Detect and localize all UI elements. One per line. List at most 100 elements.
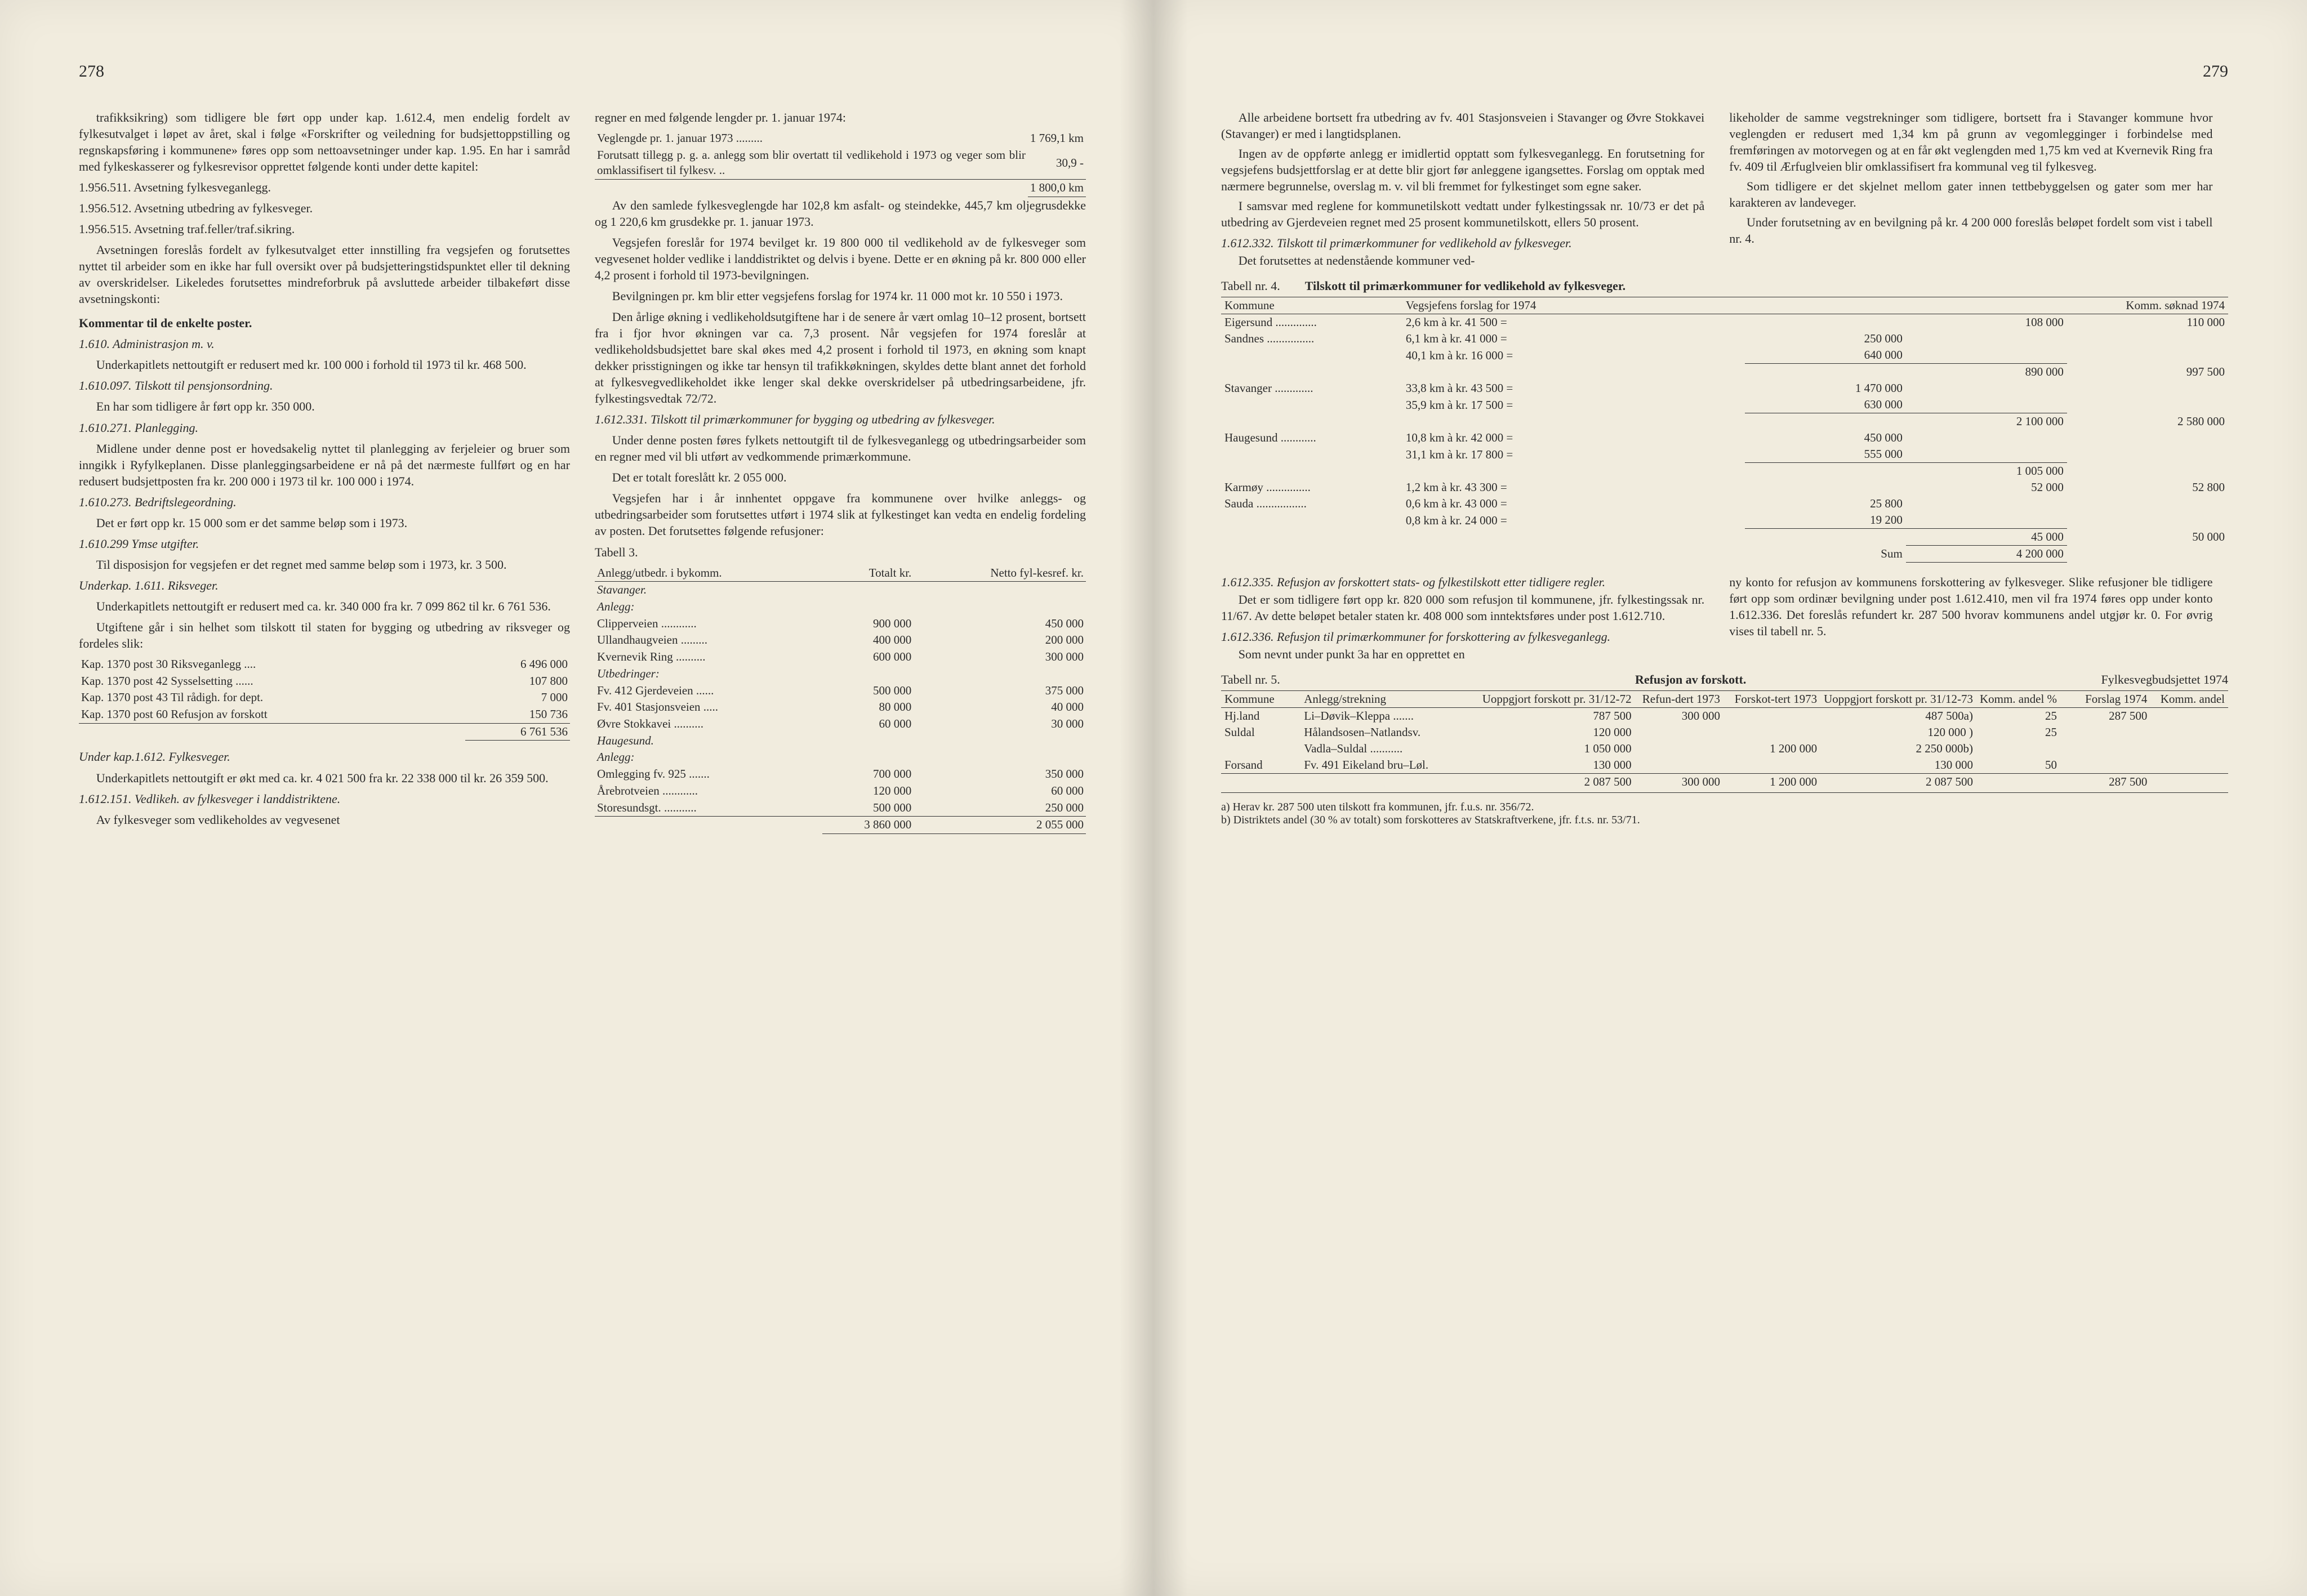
subheading: 1.612.336. Refusjon til primærkommuner f… [1221,628,1704,645]
table-sum: 1 800,0 km [595,180,1086,197]
right-mid-columns: 1.612.335. Refusjon av forskottert stats… [1221,574,2228,662]
section-heading: Kommentar til de enkelte poster. [79,315,570,331]
table-row: 1 005 000 [1221,463,2228,480]
para: Underkapitlets nettoutgift er redusert m… [79,356,570,373]
table-row: Fv. 412 Gjerdeveien ......500 000375 000 [595,683,1086,699]
table-row: Forutsatt tillegg p. g. a. anlegg som bl… [595,147,1086,180]
list-item: 1.956.511. Avsetning fylkesveganlegg. [79,179,570,195]
subheading: 1.612.151. Vedlikeh. av fylkesveger i la… [79,791,570,807]
length-table: Veglengde pr. 1. januar 1973 .........1 … [595,130,1086,197]
rule [1221,792,2228,793]
para: Underkapitlets nettoutgift er redusert m… [79,598,570,614]
table-row: Kap. 1370 post 30 Riksveganlegg ....6 49… [79,656,570,673]
para: Avsetningen foreslås fordelt av fylkesut… [79,242,570,307]
para: Det er som tidligere ført opp kr. 820 00… [1221,591,1704,624]
table-row: 40,1 km à kr. 16 000 =640 000 [1221,347,2228,364]
para: Vegsjefen foreslår for 1974 bevilget kr.… [595,234,1086,283]
para: Alle arbeidene bortsett fra utbedring av… [1221,109,1704,142]
kap1370-table: Kap. 1370 post 30 Riksveganlegg ....6 49… [79,656,570,741]
table-row: Haugesund ............10,8 km à kr. 42 0… [1221,430,2228,446]
para: Ingen av de oppførte anlegg er imidlerti… [1221,145,1704,194]
footnote: b) Distriktets andel (30 % av totalt) so… [1221,814,2228,827]
table-row: Kap. 1370 post 43 Til rådigh. for dept.7… [79,689,570,706]
table-row: ForsandFv. 491 Eikeland bru–Løl.130 0001… [1221,757,2228,774]
para: Underkapitlets nettoutgift er økt med ca… [79,770,570,786]
subheading: 1.612.335. Refusjon av forskottert stats… [1221,574,1704,590]
table-row: Anlegg: [595,599,1086,616]
table-row: Haugesund. [595,733,1086,750]
para: trafikksikring) som tidligere ble ført o… [79,109,570,175]
table-row: Hj.landLi–Døvik–Kleppa .......787 500300… [1221,708,2228,725]
table-row: Vadla–Suldal ...........1 050 0001 200 0… [1221,741,2228,757]
para: Det forutsettes at nedenstående kommuner… [1221,252,1704,269]
subheading: 1.612.331. Tilskott til primærkommuner f… [595,411,1086,427]
table-row: Clipperveien ............900 000450 000 [595,616,1086,632]
para: En har som tidligere år ført opp kr. 350… [79,398,570,414]
table-row: Stavanger. [595,582,1086,599]
page-number-left: 278 [79,62,1086,81]
subheading: Under kap.1.612. Fylkesveger. [79,748,570,765]
table-row: Storesundsgt. ...........500 000250 000 [595,800,1086,817]
list-item: 1.956.512. Avsetning utbedring av fylkes… [79,200,570,216]
para: likeholder de samme vegstrekninger som t… [1729,109,2212,175]
para: Til disposisjon for vegsjefen er det reg… [79,556,570,573]
table-head: Kommune Anlegg/strekning Uoppgjort forsk… [1221,691,2228,708]
para: Vegsjefen har i år innhentet oppgave fra… [595,490,1086,539]
table-row: 31,1 km à kr. 17 800 =555 000 [1221,446,2228,463]
para: Den årlige økning i vedlikeholdsutgiften… [595,309,1086,407]
subheading: 1.610.097. Tilskott til pensjonsordning. [79,377,570,394]
table-row: 35,9 km à kr. 17 500 =630 000 [1221,396,2228,413]
tabell3: Anlegg/utbedr. i bykomm. Totalt kr. Nett… [595,565,1086,835]
table-row: Kap. 1370 post 42 Sysselsetting ......10… [79,673,570,690]
table-sum: 6 761 536 [79,723,570,741]
para: Under denne posten føres fylkets nettout… [595,432,1086,465]
para: ny konto for refusjon av kommunens forsk… [1729,574,2212,639]
table-row: Sauda .................0,6 km à kr. 43 0… [1221,496,2228,512]
list-item: 1.956.515. Avsetning traf.feller/traf.si… [79,221,570,237]
right-top-columns: Alle arbeidene bortsett fra utbedring av… [1221,109,2228,269]
table-row: Omlegging fv. 925 .......700 000350 000 [595,766,1086,783]
footnote: a) Herav kr. 287 500 uten tilskott fra k… [1221,801,2228,814]
table-caption: Tabell 3. [595,544,1086,560]
para: Som tidligere er det skjelnet mellom gat… [1729,178,2212,211]
para: Av den samlede fylkesveglengde har 102,8… [595,197,1086,230]
table-row: Eigersund ..............2,6 km à kr. 41 … [1221,314,2228,331]
para: Det er ført opp kr. 15 000 som er det sa… [79,515,570,531]
table-row: Stavanger .............33,8 km à kr. 43 … [1221,380,2228,396]
table-row: Kvernevik Ring ..........600 000300 000 [595,649,1086,666]
tabell4-title: Tabell nr. 4. Tilskott til primærkommune… [1221,279,2228,293]
para: regner en med følgende lengder pr. 1. ja… [595,109,1086,126]
table-row: 2 100 0002 580 000 [1221,413,2228,430]
table-row: Ullandhaugveien .........400 000200 000 [595,632,1086,649]
subheading: 1.612.332. Tilskott til primærkommuner f… [1221,235,1704,251]
para: Bevilgningen pr. km blir etter vegsjefen… [595,288,1086,304]
page-left: 278 trafikksikring) som tidligere ble fø… [0,0,1154,1596]
subheading: 1.610. Administrasjon m. v. [79,336,570,352]
col-right: ny konto for refusjon av kommunens forsk… [1729,574,2212,662]
table-sum: Sum 4 200 000 [1221,546,2228,563]
table-sum: 2 087 500 300 000 1 200 000 2 087 500 28… [1221,774,2228,791]
para: Det er totalt foreslått kr. 2 055 000. [595,469,1086,485]
para: Utgiftene går i sin helhet som tilskott … [79,619,570,652]
footnotes: a) Herav kr. 287 500 uten tilskott fra k… [1221,801,2228,827]
tabell5-title: Tabell nr. 5. Refusjon av forskott. Fylk… [1221,672,2228,687]
table-row: SuldalHålandsosen–Natlandsv.120 000120 0… [1221,724,2228,741]
para: Som nevnt under punkt 3a har en opprette… [1221,646,1704,662]
table-row: Karmøy ...............1,2 km à kr. 43 30… [1221,479,2228,496]
table-head: Kommune Vegsjefens forslag for 1974 Komm… [1221,297,2228,314]
table-row: 890 000997 500 [1221,364,2228,381]
table-sum: 3 860 000 2 055 000 [595,817,1086,834]
page-number-right: 279 [1221,62,2228,81]
table-row: Sandnes ................6,1 km à kr. 41 … [1221,331,2228,347]
col-left: 1.612.335. Refusjon av forskottert stats… [1221,574,1704,662]
table-row: Anlegg: [595,749,1086,766]
subheading: Underkap. 1.611. Riksveger. [79,577,570,594]
tabell4: Kommune Vegsjefens forslag for 1974 Komm… [1221,297,2228,563]
table-row: Øvre Stokkavei ..........60 00030 000 [595,716,1086,733]
table-row: 0,8 km à kr. 24 000 =19 200 [1221,512,2228,529]
table-row: Utbedringer: [595,666,1086,683]
table-row: Kap. 1370 post 60 Refusjon av forskott15… [79,706,570,723]
subheading: 1.610.299 Ymse utgifter. [79,536,570,552]
subheading: 1.610.273. Bedriftslegeordning. [79,494,570,510]
para: I samsvar med reglene for kommunetilskot… [1221,198,1704,230]
